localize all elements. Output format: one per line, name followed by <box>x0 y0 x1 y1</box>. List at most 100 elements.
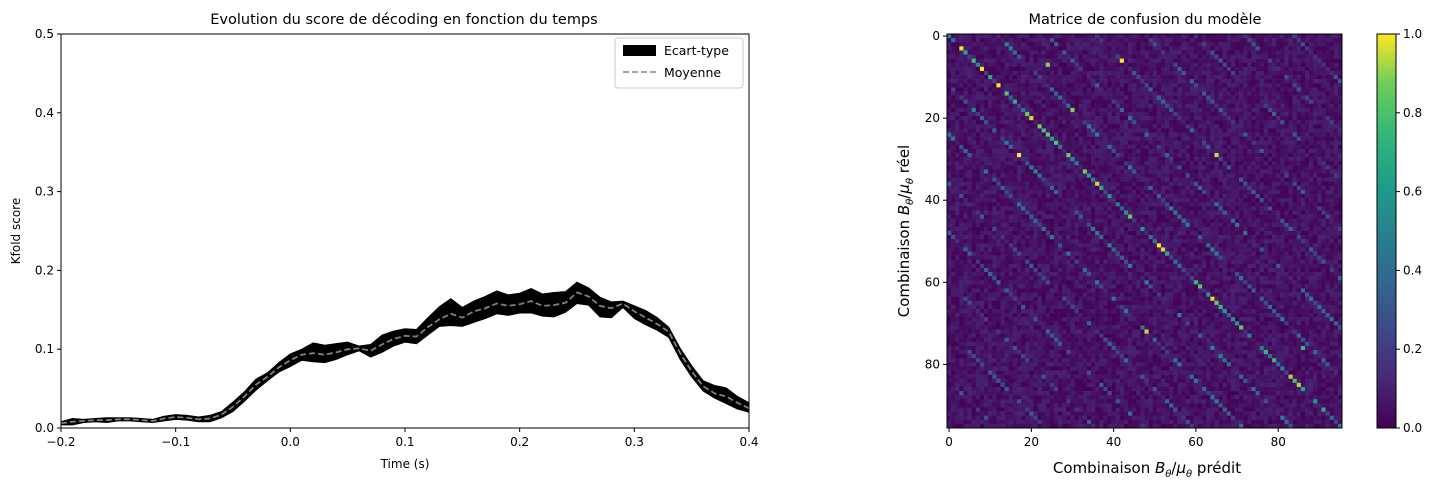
heatmap-cell <box>1210 111 1215 117</box>
heatmap-cell <box>1111 165 1116 170</box>
heatmap-cell <box>1152 83 1158 88</box>
heatmap-cell <box>1276 194 1281 199</box>
heatmap-cell <box>1132 235 1137 240</box>
heatmap-cell <box>984 144 989 150</box>
heatmap-cell <box>1214 62 1219 68</box>
heatmap-cell <box>984 75 989 80</box>
heatmap-cell <box>1317 198 1322 203</box>
heatmap-cell <box>1058 136 1063 141</box>
heatmap-cell <box>992 111 997 117</box>
heatmap-cell <box>1181 66 1186 72</box>
heatmap-cell <box>1202 132 1207 137</box>
heatmap-cell <box>1132 243 1137 248</box>
heatmap-cell <box>1148 95 1154 100</box>
heatmap-cell <box>984 34 989 39</box>
heatmap-cell <box>1255 140 1260 146</box>
heatmap-cell <box>1070 243 1075 248</box>
heatmap-cell <box>996 198 1001 203</box>
heatmap-cell <box>1045 218 1051 224</box>
heatmap-cell <box>1214 169 1219 174</box>
heatmap-cell <box>1058 132 1063 137</box>
heatmap-cell <box>1099 132 1104 137</box>
heatmap-cell <box>1177 70 1182 76</box>
heatmap-cell <box>1004 185 1010 191</box>
heatmap-cell <box>1103 222 1108 228</box>
heatmap-cell <box>1037 181 1042 187</box>
heatmap-cell <box>1066 218 1071 224</box>
heatmap-cell <box>1012 70 1018 76</box>
heatmap-cell <box>1243 116 1248 121</box>
heatmap-cell <box>1206 144 1211 150</box>
heatmap-cell <box>984 161 989 166</box>
heatmap-cell <box>1210 161 1215 166</box>
heatmap-cell <box>1292 50 1298 55</box>
heatmap-cell <box>1123 54 1129 59</box>
heatmap-cell <box>1123 83 1129 88</box>
heatmap-cell <box>1263 87 1269 92</box>
heatmap-cell <box>1053 116 1059 121</box>
heatmap-cell <box>1185 235 1191 240</box>
heatmap-cell <box>1082 83 1088 88</box>
heatmap-cell <box>1099 198 1104 203</box>
heatmap-cell <box>1189 50 1195 55</box>
heatmap-cell <box>1197 91 1203 96</box>
heatmap-cell <box>967 185 972 191</box>
heatmap-cell <box>1000 144 1005 150</box>
heatmap-cell <box>1016 38 1022 43</box>
heatmap-cell <box>1214 111 1219 117</box>
heatmap-cell <box>1053 124 1059 129</box>
heatmap-cell <box>1029 198 1034 203</box>
heatmap-cell <box>1214 144 1219 150</box>
heatmap-cell <box>1165 91 1170 96</box>
heatmap-cell <box>992 189 997 195</box>
heatmap-cell <box>1309 173 1314 178</box>
heatmap-cell <box>975 42 981 47</box>
heatmap-cell <box>992 75 997 80</box>
heatmap-cell <box>988 120 993 125</box>
heatmap-cell <box>1325 235 1330 240</box>
heatmap-cell <box>1309 169 1314 174</box>
heatmap-cell <box>1115 222 1121 228</box>
heatmap-cell <box>1247 34 1252 39</box>
heatmap-cell <box>1267 79 1273 84</box>
heatmap-cell <box>1181 38 1186 43</box>
heatmap-cell <box>1066 226 1071 232</box>
heatmap-cell <box>1045 177 1051 183</box>
heatmap-cell <box>1313 189 1318 195</box>
heatmap-cell <box>1123 99 1129 105</box>
heatmap-cell <box>1041 132 1047 137</box>
heatmap-cell <box>1132 70 1137 76</box>
heatmap-cell <box>1078 107 1084 113</box>
heatmap-cell <box>1243 231 1248 236</box>
heatmap-cell <box>1304 169 1310 174</box>
heatmap-cell <box>1091 83 1096 88</box>
heatmap-cell <box>1313 103 1318 109</box>
heatmap-cell <box>1058 214 1063 219</box>
heatmap-cell <box>1156 124 1162 129</box>
heatmap-cell <box>1156 34 1162 39</box>
heatmap-cell <box>1152 222 1158 228</box>
heatmap-cell <box>1012 62 1018 68</box>
heatmap-cell <box>1156 148 1162 154</box>
heatmap-cell <box>1243 42 1248 47</box>
heatmap-cell <box>963 99 968 105</box>
heatmap-cell <box>1288 140 1293 146</box>
heatmap-cell <box>1119 50 1125 55</box>
heatmap-cell <box>1111 70 1116 76</box>
heatmap-cell <box>1132 148 1137 154</box>
heatmap-cell <box>1309 116 1314 121</box>
heatmap-cell <box>1029 165 1034 170</box>
heatmap-cell <box>1091 54 1096 59</box>
heatmap-cell <box>1062 177 1067 183</box>
heatmap-cell <box>971 206 977 211</box>
heatmap-cell <box>1218 95 1223 100</box>
heatmap-cell <box>959 75 964 80</box>
heatmap-cell <box>1165 38 1170 43</box>
heatmap-cell <box>1152 99 1158 105</box>
heatmap-cell <box>1251 198 1256 203</box>
heatmap-cell <box>988 91 993 96</box>
heatmap-cell <box>1251 34 1256 39</box>
heatmap-cell <box>1272 153 1277 158</box>
mean-line <box>60 291 750 425</box>
heatmap-cell <box>1214 34 1219 39</box>
